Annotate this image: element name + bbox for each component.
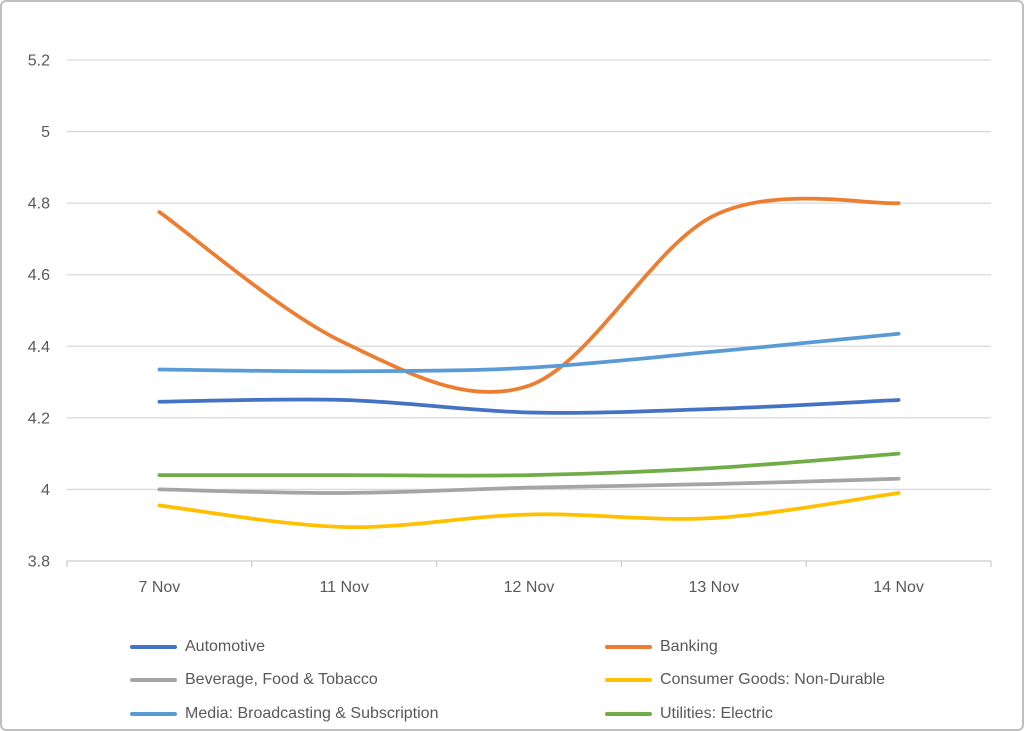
y-tick-label: 4.6 [28, 267, 50, 284]
legend-label-consumer-goods-non-durable: Consumer Goods: Non-Durable [660, 671, 885, 689]
legend-swatch-beverage-food-tobacco [130, 678, 177, 683]
y-tick-label: 5 [41, 124, 50, 141]
legend-label-media-broadcasting-subscription: Media: Broadcasting & Subscription [185, 704, 439, 722]
legend-item-beverage-food-tobacco: Beverage, Food & Tobacco [130, 671, 605, 689]
legend-item-automotive: Automotive [130, 638, 605, 656]
legend-swatch-automotive [130, 644, 177, 649]
y-tick-label: 3.8 [28, 554, 50, 571]
legend-label-automotive: Automotive [185, 637, 266, 655]
y-tick-label: 4.4 [28, 339, 50, 356]
legend-item-media-broadcasting-subscription: Media: Broadcasting & Subscription [130, 705, 605, 723]
series-line-media-broadcasting-subscription [157, 331, 901, 374]
legend-item-consumer-goods-non-durable: Consumer Goods: Non-Durable [605, 671, 885, 689]
y-tick-label: 4.2 [28, 410, 50, 427]
y-tick-label: 4.8 [28, 196, 50, 213]
x-tick-label: 7 Nov [139, 579, 181, 596]
legend-swatch-utilities-electric [605, 711, 652, 716]
x-tick-label: 14 Nov [873, 579, 924, 596]
legend-label-beverage-food-tobacco: Beverage, Food & Tobacco [185, 671, 378, 689]
chart-legend: Automotive Banking Beverage, Food & Toba… [130, 630, 885, 729]
series-line-utilities-electric [157, 451, 901, 478]
y-tick-label: 5.2 [28, 53, 50, 70]
series-line-beverage-food-tobacco [157, 476, 901, 495]
x-tick-label: 13 Nov [688, 579, 739, 596]
legend-swatch-media-broadcasting-subscription [130, 711, 177, 716]
legend-swatch-banking [605, 644, 652, 649]
legend-label-banking: Banking [660, 637, 718, 655]
series-line-banking [157, 196, 901, 394]
y-tick-label: 4 [41, 482, 50, 499]
legend-item-banking: Banking [605, 638, 885, 656]
x-tick-label: 11 Nov [319, 579, 369, 596]
x-tick-label: 12 Nov [504, 579, 555, 596]
series-line-consumer-goods-non-durable [157, 491, 901, 529]
legend-swatch-consumer-goods-non-durable [605, 678, 652, 683]
legend-item-utilities-electric: Utilities: Electric [605, 705, 885, 723]
legend-label-utilities-electric: Utilities: Electric [660, 704, 773, 722]
series-line-automotive [157, 397, 901, 415]
